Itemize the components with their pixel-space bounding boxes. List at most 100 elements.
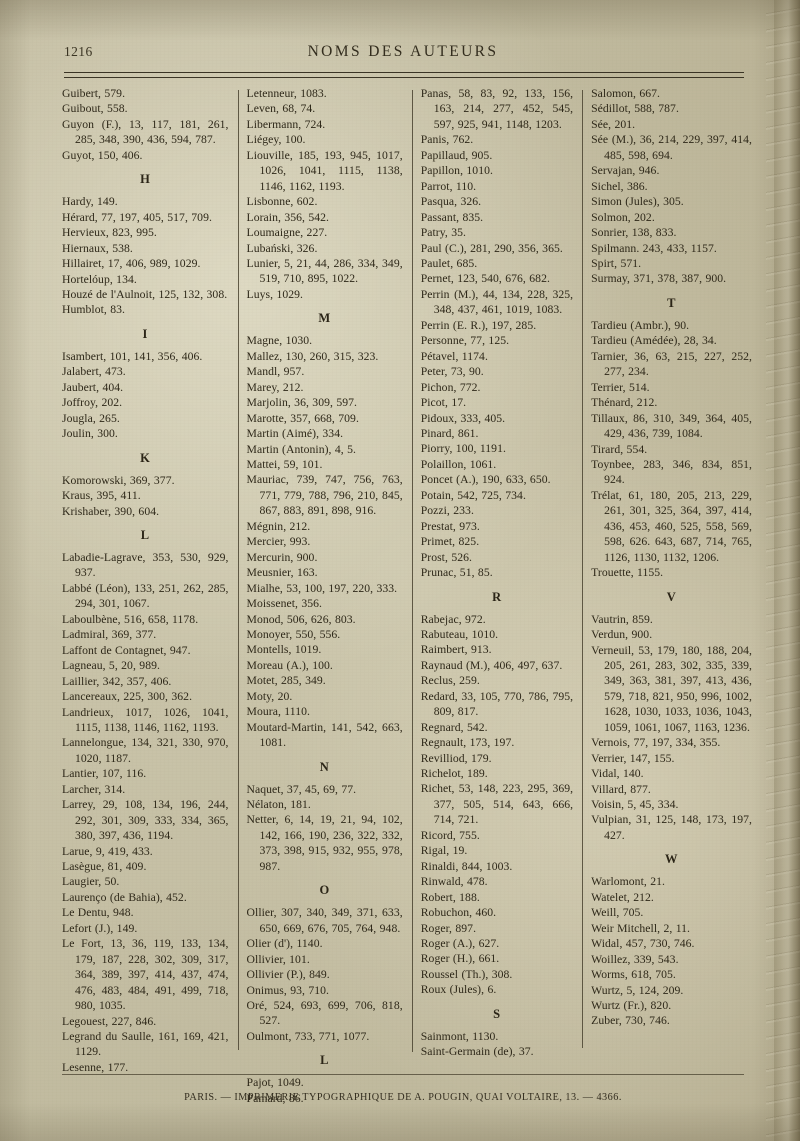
index-entry: Poncet (A.), 190, 633, 650. xyxy=(420,473,551,487)
index-entry: Jalabert, 473. xyxy=(62,365,126,379)
index-entry: Joffroy, 202. xyxy=(62,396,123,410)
index-entry: Tardieu (Amédée), 28, 34. xyxy=(591,334,717,348)
index-entry: Le Dentu, 948. xyxy=(62,906,134,920)
index-entry: Pidoux, 333, 405. xyxy=(420,411,506,425)
index-entry: Loumaigne, 227. xyxy=(246,226,328,240)
index-entry: Villard, 877. xyxy=(591,782,651,796)
index-entry: Pernet, 123, 540, 676, 682. xyxy=(420,272,550,286)
index-entry: Sée, 201. xyxy=(591,117,636,131)
section-letter-heading: V xyxy=(666,589,677,604)
index-entry: Moura, 1110. xyxy=(246,705,310,719)
index-entry: Prost, 526. xyxy=(420,550,472,564)
index-entry: Raynaud (M.), 406, 497, 637. xyxy=(420,658,563,672)
index-entry: Hervieux, 823, 995. xyxy=(62,226,157,240)
index-entry: Robuchon, 460. xyxy=(420,906,497,920)
index-entry: Mercier, 993. xyxy=(246,535,311,549)
index-entry: Sée (M.), 36, 214, 229, 397, 414, 485, 5… xyxy=(591,133,752,162)
index-entry: Perrin (M.), 44, 134, 228, 325, 348, 437… xyxy=(420,287,574,317)
index-entry: Saint-Germain (de), 37. xyxy=(420,1045,534,1059)
index-entry: Pajot, 1049. xyxy=(246,1076,304,1090)
index-entry: Jougla, 265. xyxy=(62,411,120,425)
index-entry: Liouville, 185, 193, 945, 1017, 1026, 10… xyxy=(246,148,403,193)
index-entry: Lorain, 356, 542. xyxy=(246,210,330,224)
index-entry: Meusnier, 163. xyxy=(246,566,318,580)
index-entry: Hortelóup, 134. xyxy=(62,272,137,286)
index-entry: Mégnin, 212. xyxy=(246,519,311,533)
index-entry: Martin (Aimé), 334. xyxy=(246,427,344,441)
index-entry: Paul (C.), 281, 290, 356, 365. xyxy=(420,241,563,255)
index-entry: Sichel, 386. xyxy=(591,179,648,193)
index-column-4: Salomon, 667. Sédillot, 588, 787. Sée, 201… xyxy=(582,86,752,1061)
index-entry: Mercurin, 900. xyxy=(246,550,318,564)
index-entry: Verneuil, 53, 179, 180, 188, 204, 205, 2… xyxy=(591,643,752,734)
index-entry: Papillaud, 905. xyxy=(420,148,493,162)
section-letter-heading: L xyxy=(140,527,150,542)
index-entry: Hiernaux, 538. xyxy=(62,241,133,255)
index-entry: Laugier, 50. xyxy=(62,875,120,889)
index-entry: Tarnier, 36, 63, 215, 227, 252, 277, 234… xyxy=(591,349,752,379)
index-entry: Pinard, 861. xyxy=(420,426,479,440)
section-letter-heading: I xyxy=(142,326,148,341)
index-entry: Rinaldi, 844, 1003. xyxy=(420,859,513,873)
index-entry: Pasqua, 326. xyxy=(420,195,482,209)
section-letter-heading: O xyxy=(319,883,330,898)
index-entry: Wurtz (Fr.), 820. xyxy=(591,999,672,1013)
index-entry: Voisin, 5, 45, 334. xyxy=(591,798,679,812)
index-entry: Lubański, 326. xyxy=(246,241,318,255)
index-entry: Rabejac, 972. xyxy=(420,612,486,626)
index-entry: Landrieux, 1017, 1026, 1041, 1115, 1138,… xyxy=(62,705,229,734)
header-double-rule xyxy=(64,72,744,78)
index-entry: Moissenet, 356. xyxy=(246,597,323,611)
index-entry: Piorry, 100, 1191. xyxy=(420,442,506,456)
page-folio-number: 1216 xyxy=(64,44,93,59)
index-entry: Komorowski, 369, 377. xyxy=(62,473,175,487)
index-entry: Kraus, 395, 411. xyxy=(62,489,141,503)
index-entry: Robert, 188. xyxy=(420,890,480,904)
index-entry: Sainmont, 1130. xyxy=(420,1029,499,1043)
index-entry: Moty, 20. xyxy=(246,689,293,703)
index-entry: Humblot, 83. xyxy=(62,303,126,317)
section-letter-heading: M xyxy=(318,311,331,326)
index-entry: Salomon, 667. xyxy=(591,87,661,100)
index-entry: Ollivier (P.), 849. xyxy=(246,968,330,982)
index-entry: Ollier, 307, 340, 349, 371, 633, 650, 66… xyxy=(246,906,403,935)
index-entry: Lagneau, 5, 20, 989. xyxy=(62,659,160,673)
index-entry: Weill, 705. xyxy=(591,906,644,920)
index-entry: Pozzi, 233. xyxy=(420,504,474,518)
index-entry: Oré, 524, 693, 699, 706, 818, 527. xyxy=(246,999,403,1028)
index-entry: Watelet, 212. xyxy=(591,890,654,904)
index-entry: Lancereaux, 225, 300, 362. xyxy=(62,690,193,704)
index-entry: Lunier, 5, 21, 44, 286, 334, 349, 519, 7… xyxy=(246,256,403,286)
index-entry: Peter, 73, 90. xyxy=(420,365,484,379)
index-entry: Ladmiral, 369, 377. xyxy=(62,628,157,642)
index-entry: Prunac, 51, 85. xyxy=(420,566,493,580)
index-entry: Labbé (Léon), 133, 251, 262, 285, 294, 3… xyxy=(62,581,229,611)
running-title: NOMS DES AUTEURS xyxy=(307,43,499,60)
index-entry: Rigal, 19. xyxy=(420,844,468,858)
index-entry: Marjolin, 36, 309, 597. xyxy=(246,396,357,410)
index-entry: Woillez, 339, 543. xyxy=(591,952,679,966)
index-entry: Onimus, 93, 710. xyxy=(246,983,329,997)
index-entry: Tirard, 554. xyxy=(591,442,648,456)
index-entry: Hardy, 149. xyxy=(62,195,118,209)
footer-rule xyxy=(62,1074,744,1075)
section-letter-heading: N xyxy=(319,759,330,774)
index-column-1: Guibert, 579. Guibout, 558. Guyon (F.), 13… xyxy=(62,86,238,1074)
index-entry: Moutard-Martin, 141, 542, 663, 1081. xyxy=(246,720,403,750)
index-entry: Spilmann. 243, 433, 1157. xyxy=(591,241,717,255)
index-entry: Panis, 762. xyxy=(420,133,474,147)
index-entry: Mandl, 957. xyxy=(246,365,305,379)
index-columns: Guibert, 579. Guibout, 558. Guyon (F.), 13… xyxy=(62,86,752,1105)
index-entry: Wurtz, 5, 124, 209. xyxy=(591,983,684,997)
running-head: 1216 NOMS DES AUTEURS xyxy=(64,43,742,66)
index-entry: Ricord, 755. xyxy=(420,828,480,842)
index-entry: Lisbonne, 602. xyxy=(246,195,318,209)
index-entry: Sonrier, 138, 833. xyxy=(591,226,677,240)
index-entry: Pamard, 86. xyxy=(246,1091,304,1105)
index-entry: Le Fort, 13, 36, 119, 133, 134, 179, 187… xyxy=(62,937,229,1013)
index-entry: Revilliod, 179. xyxy=(420,751,492,765)
index-entry: Guyon (F.), 13, 117, 181, 261, 285, 348,… xyxy=(62,117,229,147)
index-entry: Ollivier, 101. xyxy=(246,952,310,966)
index-entry: Warlomont, 21. xyxy=(591,875,665,889)
